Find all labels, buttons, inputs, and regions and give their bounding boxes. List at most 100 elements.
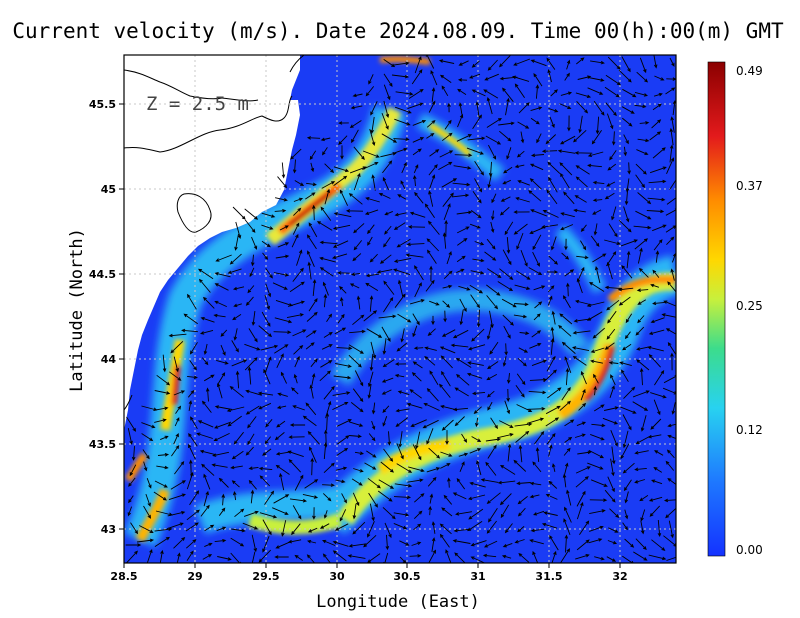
velocity-arrow <box>332 540 349 547</box>
velocity-arrow <box>198 268 214 280</box>
velocity-arrow <box>474 178 482 193</box>
velocity-arrow <box>320 360 333 368</box>
velocity-arrow <box>170 340 184 354</box>
velocity-arrow <box>200 504 210 517</box>
velocity-arrow <box>456 210 473 215</box>
velocity-arrow <box>663 498 676 503</box>
velocity-arrow <box>580 370 587 385</box>
velocity-arrow <box>220 329 228 337</box>
velocity-arrow <box>624 331 631 340</box>
y-axis: 43 43.5 44 44.5 45 45.5 Latitude (North) <box>67 98 124 536</box>
velocity-arrow <box>513 58 531 66</box>
y-tick-label: 43 <box>101 523 116 536</box>
velocity-arrow <box>438 59 455 64</box>
velocity-arrow <box>559 162 573 176</box>
velocity-arrow <box>354 451 365 456</box>
velocity-arrow <box>337 313 345 324</box>
velocity-arrow <box>186 539 197 549</box>
velocity-arrow <box>352 492 360 507</box>
velocity-arrow <box>174 417 180 427</box>
velocity-arrow <box>618 296 631 306</box>
velocity-arrow <box>580 224 587 233</box>
velocity-arrow <box>592 180 605 185</box>
velocity-arrow <box>280 371 288 384</box>
velocity-arrow <box>368 74 374 85</box>
velocity-arrow <box>378 314 397 319</box>
velocity-arrow <box>514 302 529 307</box>
velocity-arrow <box>258 466 273 471</box>
velocity-arrow <box>636 288 649 293</box>
velocity-arrow <box>634 479 646 484</box>
colorbar-tick-label: 0.49 <box>736 64 763 78</box>
velocity-arrow <box>576 278 583 294</box>
velocity-arrow <box>320 206 332 221</box>
velocity-arrow <box>650 418 662 430</box>
velocity-arrow <box>667 477 676 486</box>
velocity-arrow <box>559 103 572 109</box>
velocity-arrow <box>576 57 585 65</box>
velocity-arrow <box>428 100 436 113</box>
velocity-arrow <box>545 417 560 427</box>
velocity-arrow <box>467 521 483 532</box>
velocity-arrow <box>559 135 576 145</box>
velocity-arrow <box>470 210 482 219</box>
velocity-arrow <box>339 189 349 206</box>
velocity-arrow <box>190 416 198 430</box>
velocity-arrow <box>548 176 558 193</box>
velocity-arrow <box>429 370 439 386</box>
velocity-arrow <box>501 554 512 559</box>
velocity-arrow <box>647 197 666 202</box>
velocity-arrow <box>382 338 387 355</box>
velocity-arrow <box>426 120 436 128</box>
velocity-arrow <box>669 177 676 190</box>
velocity-arrow <box>632 401 649 411</box>
velocity-arrow <box>333 166 350 173</box>
velocity-arrow <box>396 342 407 352</box>
velocity-arrow <box>189 342 198 355</box>
velocity-arrow <box>381 326 391 342</box>
velocity-arrow <box>349 329 366 334</box>
velocity-arrow <box>394 373 405 378</box>
velocity-arrow <box>671 402 676 415</box>
velocity-arrow <box>345 209 364 213</box>
velocity-arrow <box>606 113 614 130</box>
velocity-arrow <box>634 238 648 250</box>
velocity-arrow <box>425 279 435 292</box>
velocity-arrow <box>456 268 465 274</box>
velocity-arrow <box>310 162 315 173</box>
velocity-arrow <box>326 313 333 322</box>
velocity-arrow <box>443 494 453 505</box>
velocity-arrow <box>490 221 495 234</box>
velocity-arrow <box>502 87 514 102</box>
velocity-arrow <box>624 509 629 520</box>
velocity-arrow <box>154 418 167 423</box>
velocity-arrow <box>438 161 453 170</box>
velocity-arrow <box>572 346 590 352</box>
velocity-arrow <box>459 309 464 326</box>
velocity-arrow <box>305 192 316 200</box>
velocity-arrow <box>451 193 470 198</box>
velocity-arrow <box>383 73 393 87</box>
velocity-arrow <box>604 285 623 290</box>
velocity-arrow <box>622 430 629 449</box>
velocity-arrow <box>618 219 632 233</box>
velocity-arrow <box>638 267 649 278</box>
velocity-arrow <box>595 116 600 135</box>
velocity-arrow <box>500 464 516 475</box>
velocity-arrow <box>607 476 615 493</box>
velocity-arrow <box>291 233 299 248</box>
velocity-arrow <box>376 269 393 274</box>
velocity-arrow <box>262 252 269 260</box>
velocity-arrow <box>211 463 228 468</box>
velocity-arrow <box>397 390 410 396</box>
velocity-arrow <box>535 84 540 99</box>
velocity-arrow <box>141 422 156 429</box>
velocity-arrow <box>647 345 664 352</box>
velocity-arrow <box>325 412 330 431</box>
velocity-arrow <box>502 314 514 326</box>
velocity-arrow <box>648 329 665 335</box>
velocity-arrow <box>604 342 615 350</box>
velocity-arrow <box>352 521 366 535</box>
colorbar-gradient <box>707 61 726 557</box>
velocity-arrow <box>383 297 394 313</box>
